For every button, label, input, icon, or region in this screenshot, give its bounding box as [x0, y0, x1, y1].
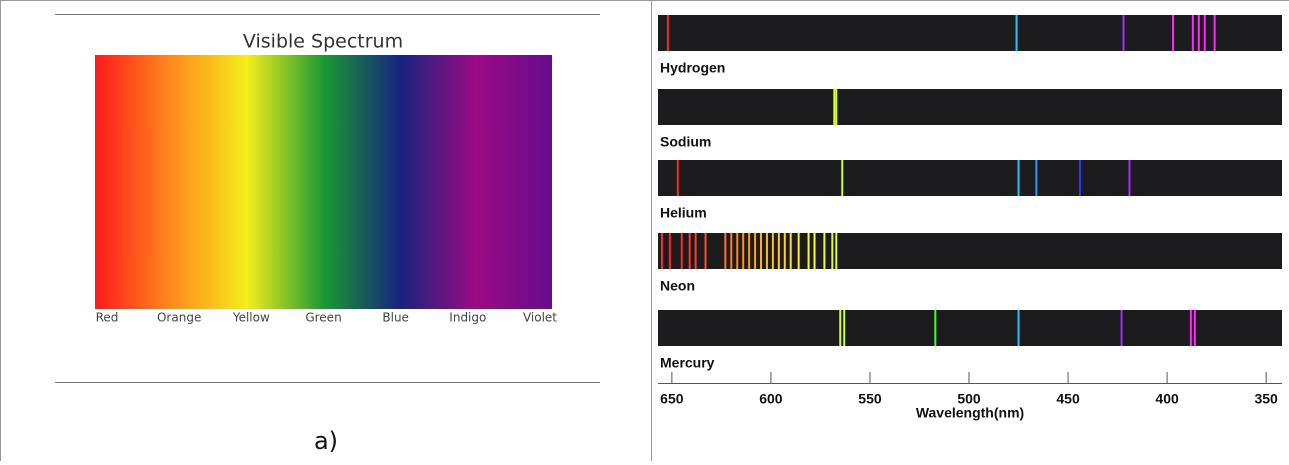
x-tick-label: 350	[1254, 391, 1278, 407]
x-tick-label: 450	[1056, 391, 1080, 407]
color-label: Orange	[157, 311, 201, 325]
x-tick-label: 600	[759, 391, 783, 407]
spectrum-band	[95, 55, 552, 309]
element-label: Hydrogen	[660, 60, 725, 76]
element-label: Sodium	[660, 134, 711, 150]
x-axis-label: Wavelength(nm)	[916, 405, 1024, 421]
color-label: Blue	[382, 311, 409, 325]
element-label: Neon	[660, 278, 695, 294]
color-label: Green	[305, 311, 341, 325]
spectrum-strip	[658, 233, 1282, 269]
color-label: Violet	[523, 311, 557, 325]
element-label: Mercury	[660, 355, 715, 371]
figure: Visible Spectrum a) Red Orange Yellow Green…	[0, 0, 1289, 461]
x-tick-label: 650	[660, 391, 684, 407]
x-tick-label: 550	[858, 391, 882, 407]
spectrum-strip	[658, 15, 1282, 51]
color-label: Yellow	[232, 311, 270, 325]
spectrum-strip	[658, 89, 1282, 125]
x-tick-label: 400	[1155, 391, 1179, 407]
color-label: Indigo	[449, 311, 486, 325]
color-label: Red	[96, 311, 119, 325]
page: {"caption": "a)", "chart_data": [ {"type…	[0, 0, 1289, 461]
element-label: Helium	[660, 205, 707, 221]
spectrum-strip	[658, 310, 1282, 346]
caption: a)	[314, 427, 338, 455]
spectrum-strip	[658, 160, 1282, 196]
spectrum-title: Visible Spectrum	[243, 31, 403, 53]
